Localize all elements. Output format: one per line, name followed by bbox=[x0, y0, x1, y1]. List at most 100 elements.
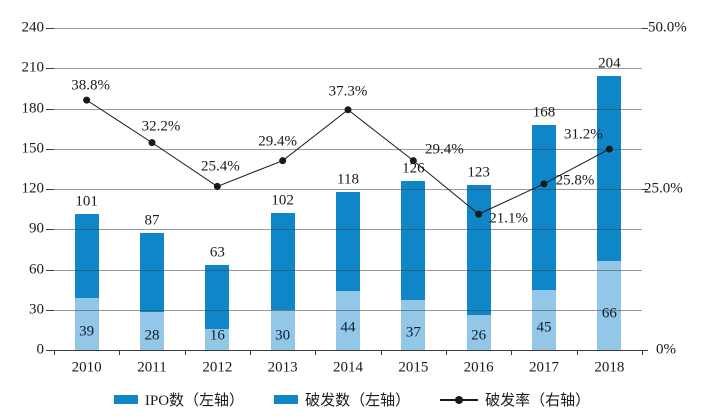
bar-break-count bbox=[140, 312, 164, 350]
left-axis-tick bbox=[46, 269, 54, 271]
legend-label: 破发数（左轴） bbox=[305, 393, 411, 409]
legend-item-ipo: IPO数（左轴） bbox=[113, 389, 245, 410]
right-axis-tick bbox=[642, 189, 648, 190]
category-boundary-tick bbox=[446, 350, 447, 355]
left-axis-tick bbox=[46, 148, 54, 150]
bar-value-label: 204 bbox=[598, 55, 621, 72]
bar-break-count bbox=[597, 261, 622, 350]
bar-value-label: 101 bbox=[75, 193, 98, 210]
year-label: 2017 bbox=[529, 359, 559, 376]
category-boundary-tick bbox=[54, 350, 55, 355]
bar-value-label: 63 bbox=[209, 244, 225, 261]
legend-label: 破发率（右轴） bbox=[485, 393, 591, 409]
break-count-label: 16 bbox=[209, 327, 225, 344]
bar-value-label: 102 bbox=[271, 192, 294, 209]
category-boundary-tick bbox=[184, 350, 186, 355]
year-label: 2010 bbox=[71, 359, 102, 376]
year-label: 2014 bbox=[333, 359, 363, 376]
break-rate-label: 21.1% bbox=[489, 210, 529, 227]
legend-dot-icon bbox=[455, 395, 464, 404]
chart-legend: IPO数（左轴） 破发数（左轴） 破发率（右轴） bbox=[0, 389, 704, 410]
bar-break-count bbox=[74, 297, 99, 350]
year-label: 2018 bbox=[594, 359, 625, 376]
year-label: 2013 bbox=[267, 359, 298, 376]
gridline bbox=[54, 269, 642, 271]
break-count-label: 37 bbox=[405, 324, 421, 341]
left-axis-tick bbox=[46, 229, 54, 231]
bar-value-label: 168 bbox=[532, 104, 556, 121]
year-label: 2016 bbox=[463, 359, 494, 376]
right-axis-min-label: 0% bbox=[656, 341, 676, 358]
left-axis-tick-label: 210 bbox=[21, 59, 45, 76]
gridline bbox=[54, 28, 642, 29]
category-boundary-tick bbox=[119, 350, 121, 355]
year-label: 2012 bbox=[202, 359, 233, 376]
bar-break-count bbox=[205, 328, 230, 350]
break-count-label: 39 bbox=[79, 323, 95, 340]
break-rate-marker bbox=[344, 106, 352, 114]
gridline bbox=[54, 68, 642, 70]
category-boundary-tick bbox=[380, 350, 382, 355]
bar-break-count bbox=[401, 300, 426, 350]
category-boundary-tick bbox=[511, 350, 513, 355]
left-axis-tick-label: 60 bbox=[29, 261, 44, 277]
break-rate-marker bbox=[279, 157, 287, 165]
left-axis-tick-label: 180 bbox=[21, 100, 45, 116]
break-rate-label: 29.4% bbox=[424, 141, 464, 158]
break-rate-label: 25.4% bbox=[200, 158, 240, 175]
category-boundary-tick bbox=[315, 350, 317, 355]
left-axis-tick bbox=[46, 68, 54, 70]
bar-break-count bbox=[270, 309, 295, 350]
left-axis-tick-label: 150 bbox=[21, 140, 45, 157]
x-axis-line bbox=[46, 350, 642, 351]
break-rate-label: 31.2% bbox=[563, 126, 603, 143]
left-axis-tick-label: 240 bbox=[21, 19, 45, 36]
legend-line-dot-swatch-icon bbox=[440, 395, 479, 405]
legend-label: IPO数（左轴） bbox=[144, 393, 245, 409]
break-count-label: 28 bbox=[144, 327, 160, 344]
left-axis-tick bbox=[46, 189, 54, 190]
right-axis-tick bbox=[642, 28, 648, 29]
gridline bbox=[54, 148, 642, 150]
break-rate-marker bbox=[83, 96, 91, 104]
legend-item-break-count: 破发数（左轴） bbox=[274, 389, 410, 410]
bar-value-label: 118 bbox=[337, 171, 359, 188]
break-count-label: 26 bbox=[471, 327, 487, 344]
break-count-label: 30 bbox=[275, 327, 291, 344]
legend-bar-swatch-icon bbox=[274, 395, 299, 404]
gridline bbox=[54, 189, 642, 190]
right-axis-tick bbox=[642, 350, 648, 351]
left-axis-tick bbox=[46, 108, 54, 110]
gridline bbox=[54, 309, 642, 311]
year-label: 2015 bbox=[398, 359, 429, 376]
break-rate-label: 37.3% bbox=[328, 83, 368, 100]
year-label: 2011 bbox=[137, 359, 167, 376]
gridline bbox=[54, 229, 642, 231]
break-count-label: 66 bbox=[601, 305, 617, 322]
left-axis-tick-label: 90 bbox=[29, 220, 44, 237]
bar-break-count bbox=[532, 289, 556, 350]
break-rate-label: 25.8% bbox=[555, 172, 595, 189]
left-axis-tick bbox=[46, 28, 54, 29]
bar-break-count bbox=[336, 290, 360, 350]
break-count-label: 44 bbox=[340, 319, 356, 336]
bar-value-label: 87 bbox=[144, 212, 160, 229]
right-axis-mid-label: 25.0% bbox=[644, 180, 683, 197]
break-rate-marker bbox=[148, 139, 156, 147]
bar-value-label: 123 bbox=[467, 164, 490, 181]
break-rate-label: 38.8% bbox=[71, 77, 111, 94]
left-axis-tick-label: 0 bbox=[36, 341, 45, 358]
category-boundary-tick bbox=[250, 350, 251, 355]
left-axis-tick-label: 30 bbox=[29, 301, 44, 318]
left-axis-tick-label: 120 bbox=[21, 180, 45, 197]
left-axis-tick bbox=[46, 309, 54, 311]
right-axis-max-label: 50.0% bbox=[648, 19, 687, 36]
category-boundary-tick bbox=[642, 350, 643, 355]
bar-break-count bbox=[466, 315, 491, 350]
break-count-label: 45 bbox=[536, 319, 552, 336]
legend-bar-swatch-icon bbox=[113, 395, 138, 404]
category-boundary-tick bbox=[576, 350, 578, 355]
break-rate-label: 29.4% bbox=[258, 133, 298, 150]
legend-item-break-rate: 破发率（右轴） bbox=[440, 389, 590, 410]
